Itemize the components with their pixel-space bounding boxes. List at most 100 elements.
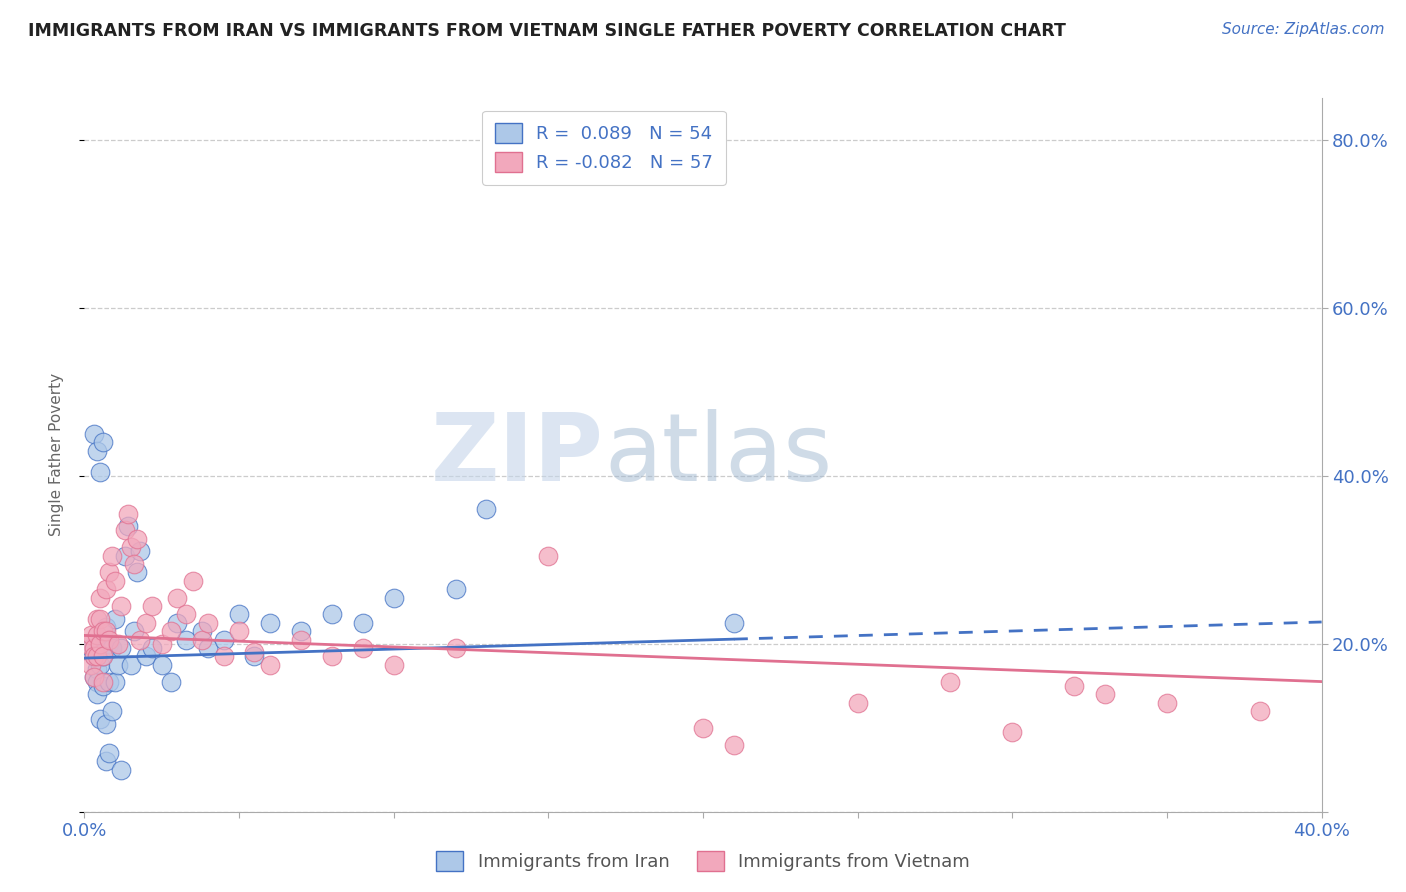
Y-axis label: Single Father Poverty: Single Father Poverty	[49, 374, 63, 536]
Point	[101, 549, 124, 563]
Point	[1063, 679, 1085, 693]
Point	[91, 649, 114, 664]
Point	[86, 612, 108, 626]
Point	[228, 624, 250, 639]
Point	[114, 549, 136, 563]
Point	[89, 612, 111, 626]
Point	[79, 640, 101, 655]
Point	[107, 637, 129, 651]
Point	[382, 591, 405, 605]
Point	[122, 624, 145, 639]
Point	[1156, 696, 1178, 710]
Point	[117, 507, 139, 521]
Point	[98, 674, 121, 689]
Text: atlas: atlas	[605, 409, 832, 501]
Point	[197, 615, 219, 630]
Point	[89, 637, 111, 651]
Point	[444, 582, 467, 597]
Point	[91, 435, 114, 450]
Point	[107, 657, 129, 672]
Point	[94, 620, 117, 634]
Point	[150, 657, 173, 672]
Point	[117, 519, 139, 533]
Point	[76, 637, 98, 651]
Point	[243, 645, 266, 659]
Point	[89, 657, 111, 672]
Point	[352, 615, 374, 630]
Point	[91, 624, 114, 639]
Point	[176, 632, 198, 647]
Point	[86, 443, 108, 458]
Point	[125, 532, 148, 546]
Point	[94, 624, 117, 639]
Point	[101, 640, 124, 655]
Point	[110, 763, 132, 777]
Text: ZIP: ZIP	[432, 409, 605, 501]
Point	[290, 632, 312, 647]
Point	[1249, 704, 1271, 718]
Point	[692, 721, 714, 735]
Point	[243, 649, 266, 664]
Point	[104, 612, 127, 626]
Point	[86, 628, 108, 642]
Point	[86, 687, 108, 701]
Point	[83, 426, 105, 441]
Point	[98, 746, 121, 760]
Point	[91, 674, 114, 689]
Point	[104, 674, 127, 689]
Legend: R =  0.089   N = 54, R = -0.082   N = 57: R = 0.089 N = 54, R = -0.082 N = 57	[482, 111, 725, 185]
Point	[98, 637, 121, 651]
Point	[160, 674, 183, 689]
Point	[939, 674, 962, 689]
Point	[352, 640, 374, 655]
Point	[91, 679, 114, 693]
Legend: Immigrants from Iran, Immigrants from Vietnam: Immigrants from Iran, Immigrants from Vi…	[429, 844, 977, 879]
Point	[89, 465, 111, 479]
Point	[160, 624, 183, 639]
Point	[89, 591, 111, 605]
Point	[166, 591, 188, 605]
Point	[122, 557, 145, 571]
Point	[94, 582, 117, 597]
Point	[166, 615, 188, 630]
Point	[537, 549, 560, 563]
Point	[1001, 725, 1024, 739]
Point	[150, 637, 173, 651]
Point	[191, 624, 214, 639]
Point	[79, 657, 101, 672]
Point	[120, 541, 142, 555]
Point	[259, 657, 281, 672]
Text: IMMIGRANTS FROM IRAN VS IMMIGRANTS FROM VIETNAM SINGLE FATHER POVERTY CORRELATIO: IMMIGRANTS FROM IRAN VS IMMIGRANTS FROM …	[28, 22, 1066, 40]
Point	[114, 524, 136, 538]
Point	[228, 607, 250, 622]
Point	[89, 712, 111, 726]
Point	[723, 615, 745, 630]
Point	[104, 574, 127, 588]
Point	[89, 637, 111, 651]
Point	[83, 649, 105, 664]
Point	[129, 544, 152, 558]
Point	[110, 599, 132, 613]
Point	[259, 615, 281, 630]
Point	[1094, 687, 1116, 701]
Point	[110, 640, 132, 655]
Point	[475, 502, 498, 516]
Point	[212, 632, 235, 647]
Point	[91, 649, 114, 664]
Point	[846, 696, 869, 710]
Point	[444, 640, 467, 655]
Point	[197, 640, 219, 655]
Point	[321, 649, 343, 664]
Point	[141, 599, 163, 613]
Point	[86, 674, 108, 689]
Point	[290, 624, 312, 639]
Point	[125, 566, 148, 580]
Point	[101, 704, 124, 718]
Point	[86, 649, 108, 664]
Point	[135, 615, 157, 630]
Point	[176, 607, 198, 622]
Point	[94, 716, 117, 731]
Point	[83, 670, 105, 684]
Point	[321, 607, 343, 622]
Point	[94, 755, 117, 769]
